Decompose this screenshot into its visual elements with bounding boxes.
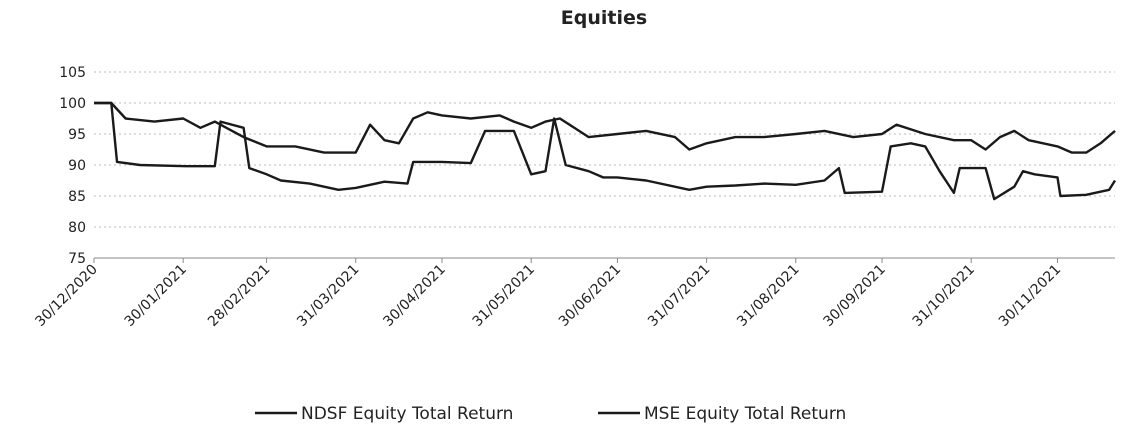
legend-label: NDSF Equity Total Return [301,404,513,424]
x-tick-label: 30/01/2021 [122,262,190,330]
x-tick-label: 31/10/2021 [910,262,978,330]
y-tick-label: 100 [59,96,86,112]
chart-title: Equities [561,7,647,29]
line-series [94,101,1117,201]
x-tick-label: 28/02/2021 [205,262,273,330]
x-tick-label: 31/05/2021 [470,262,538,330]
y-tick-label: 90 [68,158,86,174]
x-tick-label: 30/06/2021 [556,262,624,330]
y-tick-label: 105 [59,65,86,81]
x-tick-label: 30/12/2020 [32,262,100,330]
legend-label: MSE Equity Total Return [644,404,846,424]
y-tick-label: 95 [68,127,86,143]
y-tick-label: 80 [68,220,86,236]
line-series [94,101,1116,154]
x-tick-label: 31/07/2021 [645,262,713,330]
y-tick-label: 85 [68,189,86,205]
x-tick-label: 31/03/2021 [294,262,362,330]
x-tick-label: 30/11/2021 [996,262,1064,330]
x-tick-label: 30/04/2021 [380,262,448,330]
x-tick-label: 30/09/2021 [820,262,888,330]
y-tick-label: 75 [68,251,86,267]
x-tick-label: 31/08/2021 [734,262,802,330]
